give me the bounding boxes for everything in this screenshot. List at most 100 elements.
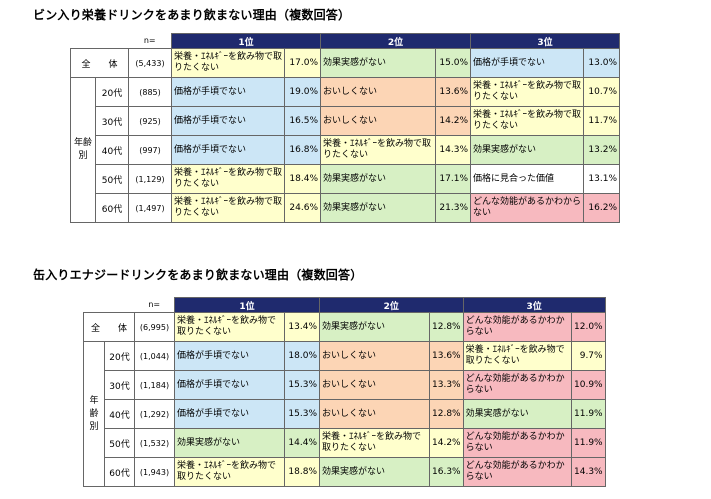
reason-percent: 10.7% [583,77,620,107]
reason-label: 効果実感がない [462,399,572,429]
table-row: 年齢別 20代 (1,044) 価格が手頃でない 18.0% おいしくない 13… [83,341,606,487]
reason-label: おいしくない [319,370,430,400]
reason-label: 効果実感がない [320,193,436,223]
reason-label: 栄養・ｴﾈﾙｷﾞｰを飲み物で取りたくない [174,457,285,487]
reason-label: 価格に見合った価値 [470,164,584,194]
reason-percent: 12.8% [429,312,464,342]
n-label: n= [148,300,161,310]
reason-label: 効果実感がない [320,48,436,78]
reason-percent: 12.0% [570,312,606,342]
reason-percent: 13.1% [583,164,620,194]
age-label: 20代 [104,341,135,371]
reason-label: 栄養・ｴﾈﾙｷﾞｰを飲み物で取りたくない [320,135,436,165]
reason-percent: 15.3% [284,370,320,400]
reason-label: 栄養・ｴﾈﾙｷﾞｰを飲み物で取りたくない [171,164,285,194]
reason-percent: 18.4% [284,164,321,194]
reason-percent: 16.3% [429,457,464,487]
reason-label: 価格が手頃でない [171,135,285,165]
sample-count: (1,943) [134,457,175,487]
sample-count: (1,532) [134,428,175,458]
age-label: 60代 [104,457,135,487]
reason-label: どんな効能があるかわからない [470,193,584,223]
reason-percent: 14.4% [284,428,320,458]
reason-label: どんな効能があるかわからない [462,428,572,458]
total-label: 全 体 [83,312,135,342]
reason-label: 効果実感がない [319,312,430,342]
table-row: 40代 (1,292) 価格が手頃でない 15.3% おいしくない 12.8% … [84,399,606,429]
sample-count: (1,044) [134,341,175,371]
reason-label: 栄養・ｴﾈﾙｷﾞｰを飲み物で取りたくない [171,193,285,223]
reason-percent: 14.2% [429,428,464,458]
reason-percent: 14.2% [435,106,471,136]
sample-count: (6,995) [134,312,175,342]
reason-percent: 21.3% [435,193,471,223]
reason-label: 価格が手頃でない [174,341,285,371]
age-group-label: 年齢別 [83,341,105,487]
age-label: 30代 [95,106,129,136]
reason-label: 価格が手頃でない [174,370,285,400]
reason-percent: 13.2% [583,135,620,165]
reason-percent: 24.6% [284,193,321,223]
table-row: 60代 (1,497) 栄養・ｴﾈﾙｷﾞｰを飲み物で取りたくない 24.6% 効… [71,193,620,223]
reason-percent: 13.3% [429,370,464,400]
reason-percent: 16.8% [284,135,321,165]
reason-percent: 18.0% [284,341,320,371]
reason-percent: 10.9% [570,370,606,400]
age-label: 30代 [104,370,135,400]
rank-1-header: 1位 [171,33,321,49]
rank-2-header: 2位 [319,297,464,313]
sample-count: (997) [128,135,172,165]
age-label: 40代 [104,399,135,429]
table-row: 50代 (1,532) 効果実感がない 14.4% 栄養・ｴﾈﾙｷﾞｰを飲み物で… [84,428,606,458]
table-row: 30代 (1,184) 価格が手頃でない 15.3% おいしくない 13.3% … [84,370,606,400]
table-row: 全 体 (6,995) 栄養・ｴﾈﾙｷﾞｰを飲み物で取りたくない 13.4% 効… [83,312,606,342]
reason-percent: 13.6% [435,77,471,107]
age-group-label: 年齢別 [70,77,96,223]
section-title: 缶入りエナジードリンクをあまり飲まない理由（複数回答） [33,268,363,282]
sample-count: (5,433) [128,48,172,78]
reason-label: 栄養・ｴﾈﾙｷﾞｰを飲み物で取りたくない [174,312,285,342]
sample-count: (1,184) [134,370,175,400]
reason-label: 効果実感がない [319,457,430,487]
reason-percent: 14.3% [570,457,606,487]
reason-percent: 13.0% [583,48,620,78]
reason-percent: 13.4% [284,312,320,342]
reason-percent: 15.0% [435,48,471,78]
table-row: 60代 (1,943) 栄養・ｴﾈﾙｷﾞｰを飲み物で取りたくない 18.8% 効… [84,457,606,487]
reason-label: 価格が手頃でない [171,77,285,107]
table-row: 年齢別 20代 (885) 価格が手頃でない 19.0% おいしくない 13.6… [70,77,620,223]
reason-label: おいしくない [320,106,436,136]
table-header-row: n= 1位 2位 3位 [84,297,606,313]
reason-percent: 11.9% [570,428,606,458]
table-row: 50代 (1,129) 栄養・ｴﾈﾙｷﾞｰを飲み物で取りたくない 18.4% 効… [71,164,620,194]
sample-count: (1,497) [128,193,172,223]
reason-percent: 18.8% [284,457,320,487]
reason-label: 効果実感がない [174,428,285,458]
rank-3-header: 3位 [462,297,606,313]
n-label: n= [143,36,156,46]
reason-label: 効果実感がない [470,135,584,165]
table-row: 30代 (925) 価格が手頃でない 16.5% おいしくない 14.2% 栄養… [71,106,620,136]
reason-label: どんな効能があるかわからない [462,370,572,400]
age-label: 50代 [95,164,129,194]
reason-percent: 16.5% [284,106,321,136]
reason-label: おいしくない [319,341,430,371]
reason-label: 価格が手頃でない [174,399,285,429]
ranking-table: n= 1位 2位 3位 全 体 (5,433) 栄養・ｴﾈﾙｷﾞｰを飲み物で取り… [70,33,620,223]
reason-percent: 11.7% [583,106,620,136]
total-label: 全 体 [70,48,129,78]
reason-percent: 15.3% [284,399,320,429]
reason-label: どんな効能があるかわからない [462,312,572,342]
reason-percent: 9.7% [570,341,606,371]
reason-label: 効果実感がない [320,164,436,194]
sample-count: (1,292) [134,399,175,429]
sample-count: (885) [128,77,172,107]
reason-percent: 12.8% [429,399,464,429]
rank-3-header: 3位 [470,33,620,49]
reason-label: 価格が手頃でない [470,48,584,78]
age-label: 40代 [95,135,129,165]
reason-label: 栄養・ｴﾈﾙｷﾞｰを飲み物で取りたくない [470,106,584,136]
reason-label: 栄養・ｴﾈﾙｷﾞｰを飲み物で取りたくない [171,48,285,78]
ranking-table: n= 1位 2位 3位 全 体 (6,995) 栄養・ｴﾈﾙｷﾞｰを飲み物で取り… [83,297,606,487]
reason-label: 栄養・ｴﾈﾙｷﾞｰを飲み物で取りたくない [319,428,430,458]
